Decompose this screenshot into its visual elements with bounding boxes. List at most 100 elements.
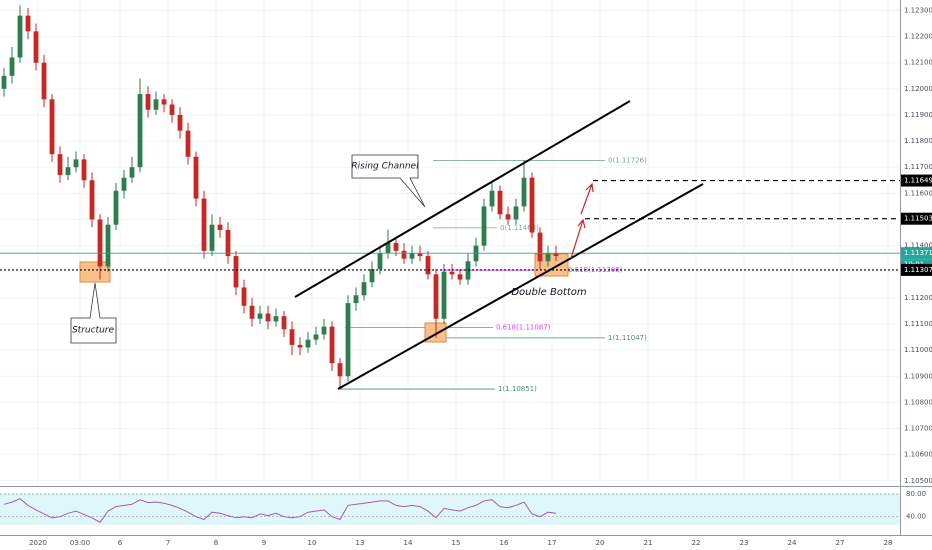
candle-body: [201, 198, 207, 251]
price-label: 1.11503: [904, 215, 932, 223]
y-tick-label: 1.12300: [904, 6, 932, 14]
candle-body: [209, 224, 215, 251]
candle-body: [265, 313, 271, 322]
candle-body: [537, 232, 543, 262]
x-tick-label: 7: [166, 539, 170, 547]
candle-body: [233, 256, 239, 288]
x-tick-label: 15: [452, 539, 461, 547]
indicator: [0, 493, 900, 523]
candle-body: [377, 253, 383, 270]
price-label-bg: [901, 212, 932, 225]
candle-body: [441, 271, 447, 319]
candle-body: [409, 253, 415, 259]
candle-body: [241, 287, 247, 306]
candle-body: [57, 154, 63, 176]
candle-body: [337, 363, 343, 377]
indicator-line: [3, 498, 557, 523]
y-tick-label: 1.12100: [904, 59, 932, 67]
candle-body: [225, 229, 231, 257]
candle-body: [505, 214, 511, 220]
y-tick-label: 1.11600: [904, 189, 932, 197]
candle-body: [137, 94, 143, 168]
x-tick-label: 2020: [29, 539, 47, 547]
candle-body: [33, 31, 39, 63]
candle-body: [521, 177, 527, 207]
y-tick-label: 1.11900: [904, 111, 932, 119]
candle-body: [345, 303, 351, 377]
candle-body: [369, 269, 375, 283]
y-tick-label: 1.11400: [904, 242, 932, 250]
x-tick-label: 10: [308, 539, 317, 547]
candle-body: [113, 190, 119, 225]
candle-body: [1, 75, 7, 89]
x-tick-label: 27: [836, 539, 845, 547]
candle-body: [497, 190, 503, 215]
candle-body: [89, 180, 95, 220]
x-tick-label: 8: [214, 539, 218, 547]
y-tick-label: 1.11000: [904, 346, 932, 354]
candle-body: [513, 206, 519, 220]
x-tick-label: 21: [644, 539, 653, 547]
candle-body: [361, 282, 367, 296]
price-label: 1.11649: [904, 177, 932, 185]
arrow: [580, 182, 594, 215]
x-tick-label: 22: [692, 539, 701, 547]
candle-body: [9, 57, 15, 76]
fib-label: 0.618(1.11087): [496, 323, 551, 331]
axes: 1.12300 1.12200 1.12100 1.12000 1.11900 1.118…: [29, 6, 932, 547]
x-tick-label: 24: [788, 539, 797, 547]
indicator-tick-label: 80.00: [906, 490, 926, 498]
candle-body: [97, 219, 103, 267]
candle-body: [145, 94, 151, 110]
candle-body: [401, 250, 407, 259]
highlight-box: [534, 253, 569, 277]
candle-body: [41, 62, 47, 100]
candle-body: [25, 15, 31, 32]
candle-body: [81, 159, 87, 181]
x-tick-label: 16: [500, 539, 509, 547]
y-tick-label: 1.10700: [904, 425, 932, 433]
y-tick-label: 1.11700: [904, 163, 932, 171]
candle-body: [153, 99, 159, 110]
y-tick-label: 1.10800: [904, 398, 932, 406]
candle-body: [49, 99, 55, 155]
candle-body: [417, 253, 423, 257]
candle-body: [457, 274, 463, 280]
x-tick-label: 14: [404, 539, 413, 547]
candle-body: [273, 316, 279, 322]
y-tick-label: 1.12000: [904, 85, 932, 93]
callout-text: Structure: [72, 326, 115, 336]
candle-body: [281, 316, 287, 330]
y-tick-label: 1.10900: [904, 372, 932, 380]
x-tick-label: 28: [884, 539, 893, 547]
candle-body: [193, 156, 199, 199]
fib-label: 0(1.11726): [608, 156, 647, 164]
y-tick-label: 1.11200: [904, 294, 932, 302]
fib-label: 0.618(1.11306): [568, 266, 623, 274]
x-tick-label: 17: [548, 539, 557, 547]
candle-body: [177, 114, 183, 131]
candle-body: [489, 190, 495, 207]
y-tick-label: 1.10600: [904, 451, 932, 459]
candle-body: [65, 167, 71, 176]
candle-body: [249, 305, 255, 319]
candle-body: [161, 99, 167, 105]
candle-body: [313, 334, 319, 340]
candle-body: [289, 329, 295, 345]
candle-body: [385, 243, 391, 254]
x-tick-label: 13: [356, 539, 365, 547]
candle-body: [545, 253, 551, 262]
x-tick-label: 9: [262, 539, 266, 547]
x-tick-label: 20: [596, 539, 605, 547]
levels: [0, 179, 900, 271]
price-label-bg: [901, 174, 932, 187]
indicator-tick-label: 40.00: [906, 513, 926, 521]
candle-body: [105, 224, 111, 267]
candle-body: [297, 344, 303, 348]
y-tick-label: 1.10500: [904, 477, 932, 485]
candle-body: [169, 104, 175, 115]
x-tick-label: 03:00: [70, 539, 90, 547]
candle-body: [129, 167, 135, 178]
